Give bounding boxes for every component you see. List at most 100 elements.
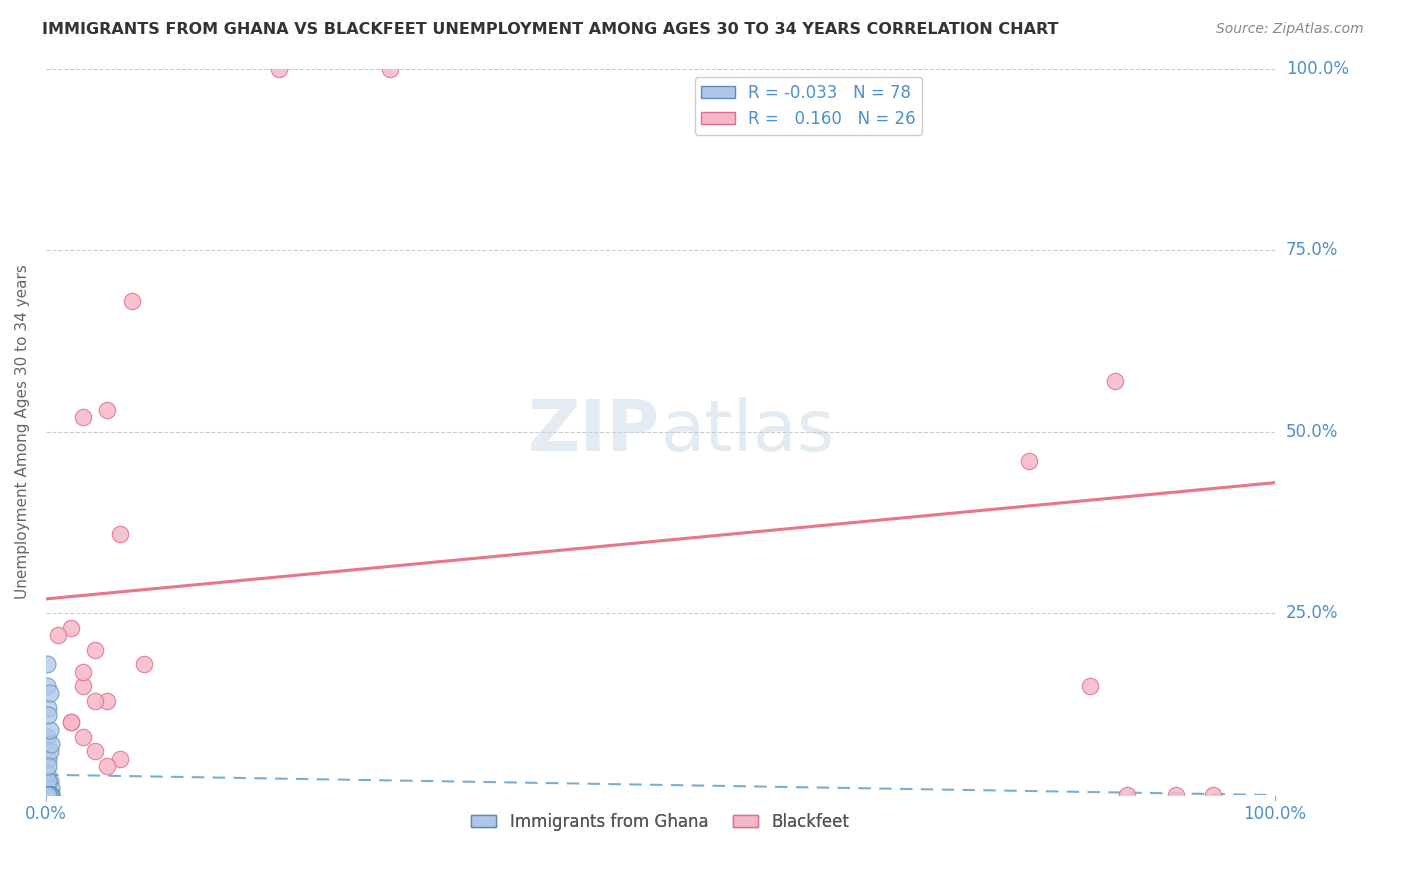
Point	[1116, 788, 1139, 802]
Text: 25.0%: 25.0%	[1286, 605, 1339, 623]
Point	[39, 788, 62, 802]
Point	[39, 788, 62, 802]
Point	[37, 788, 59, 802]
Point	[108, 526, 131, 541]
Point	[37, 788, 59, 802]
Point	[1080, 679, 1102, 693]
Point	[72, 730, 94, 744]
Point	[37, 788, 59, 802]
Point	[96, 693, 118, 707]
Point	[108, 752, 131, 766]
Point	[38, 788, 60, 802]
Point	[59, 715, 82, 730]
Point	[37, 766, 59, 780]
Point	[37, 788, 59, 802]
Point	[38, 788, 60, 802]
Point	[37, 788, 59, 802]
Point	[37, 657, 59, 672]
Point	[37, 788, 59, 802]
Text: 100.0%: 100.0%	[1286, 60, 1348, 78]
Point	[37, 788, 59, 802]
Point	[37, 788, 59, 802]
Point	[37, 788, 59, 802]
Legend: Immigrants from Ghana, Blackfeet: Immigrants from Ghana, Blackfeet	[464, 806, 856, 838]
Point	[38, 788, 60, 802]
Point	[39, 788, 62, 802]
Point	[59, 621, 82, 635]
Point	[38, 788, 60, 802]
Point	[37, 788, 59, 802]
Point	[37, 788, 59, 802]
Point	[37, 788, 59, 802]
Point	[134, 657, 156, 672]
Point	[37, 788, 59, 802]
Point	[59, 715, 82, 730]
Point	[37, 788, 59, 802]
Point	[37, 788, 59, 802]
Point	[38, 686, 60, 700]
Point	[38, 788, 60, 802]
Point	[1202, 788, 1225, 802]
Point	[37, 788, 59, 802]
Point	[37, 788, 59, 802]
Point	[38, 744, 60, 758]
Point	[37, 788, 59, 802]
Point	[37, 788, 59, 802]
Point	[37, 788, 59, 802]
Point	[38, 788, 60, 802]
Point	[37, 788, 59, 802]
Point	[1104, 374, 1126, 388]
Point	[37, 788, 59, 802]
Point	[37, 788, 59, 802]
Point	[37, 788, 59, 802]
Text: Source: ZipAtlas.com: Source: ZipAtlas.com	[1216, 22, 1364, 37]
Point	[37, 730, 59, 744]
Point	[38, 773, 60, 788]
Point	[37, 788, 59, 802]
Point	[37, 788, 59, 802]
Point	[72, 410, 94, 425]
Point	[37, 788, 59, 802]
Point	[121, 294, 143, 309]
Text: IMMIGRANTS FROM GHANA VS BLACKFEET UNEMPLOYMENT AMONG AGES 30 TO 34 YEARS CORREL: IMMIGRANTS FROM GHANA VS BLACKFEET UNEMP…	[42, 22, 1059, 37]
Point	[46, 628, 69, 642]
Point	[37, 788, 59, 802]
Point	[37, 788, 59, 802]
Point	[37, 788, 59, 802]
Point	[37, 788, 59, 802]
Point	[37, 701, 59, 715]
Point	[37, 679, 59, 693]
Point	[37, 788, 59, 802]
Point	[37, 752, 59, 766]
Point	[269, 62, 291, 76]
Point	[37, 788, 59, 802]
Point	[37, 788, 59, 802]
Point	[37, 788, 59, 802]
Point	[37, 788, 59, 802]
Point	[38, 788, 60, 802]
Text: ZIP: ZIP	[529, 397, 661, 467]
Point	[37, 759, 59, 773]
Point	[37, 788, 59, 802]
Point	[39, 780, 62, 795]
Point	[96, 759, 118, 773]
Point	[37, 788, 59, 802]
Point	[37, 788, 59, 802]
Point	[38, 788, 60, 802]
Point	[37, 788, 59, 802]
Point	[72, 665, 94, 679]
Point	[37, 788, 59, 802]
Point	[37, 788, 59, 802]
Point	[37, 788, 59, 802]
Text: 75.0%: 75.0%	[1286, 241, 1339, 260]
Point	[84, 744, 107, 758]
Point	[37, 773, 59, 788]
Text: atlas: atlas	[661, 397, 835, 467]
Text: 50.0%: 50.0%	[1286, 423, 1339, 441]
Point	[38, 788, 60, 802]
Point	[72, 679, 94, 693]
Point	[96, 403, 118, 417]
Point	[84, 693, 107, 707]
Point	[37, 788, 59, 802]
Point	[37, 788, 59, 802]
